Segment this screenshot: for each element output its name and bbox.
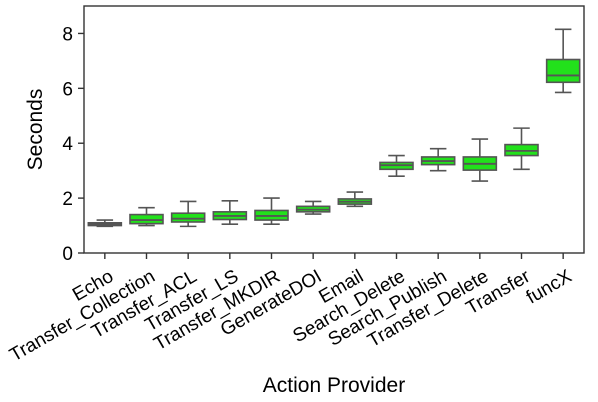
box-iqr bbox=[545, 58, 581, 84]
y-tick-label: 0 bbox=[62, 244, 73, 265]
y-tick-label: 8 bbox=[62, 24, 73, 45]
box-email bbox=[337, 191, 373, 208]
box-transfer-acl bbox=[170, 200, 206, 228]
box-transfer-ls bbox=[212, 200, 248, 225]
plot-frame bbox=[83, 5, 585, 254]
box-funcx bbox=[545, 28, 581, 94]
box-transfer-collection bbox=[129, 206, 164, 227]
box-echo bbox=[87, 219, 123, 228]
box-transfer-mkdir bbox=[254, 197, 289, 225]
y-axis-label: Seconds bbox=[24, 89, 47, 171]
plot-area bbox=[83, 5, 585, 254]
box-iqr bbox=[129, 213, 164, 225]
box-transfer-delete bbox=[462, 138, 498, 182]
y-tick-label: 2 bbox=[62, 189, 73, 210]
box-series bbox=[87, 28, 581, 228]
box-search-publish bbox=[420, 147, 456, 172]
y-axis: 0 2 4 6 8 bbox=[62, 24, 84, 265]
box-generatedoi bbox=[295, 200, 331, 215]
x-axis: EchoTransfer_CollectionTransfer_ACLTrans… bbox=[6, 253, 576, 366]
box-transfer bbox=[504, 127, 539, 171]
y-tick-label: 4 bbox=[62, 134, 73, 155]
box-search-delete bbox=[379, 154, 414, 177]
x-tick-label: funcX bbox=[523, 266, 576, 309]
x-axis-label: Action Provider bbox=[263, 374, 405, 397]
box-iqr bbox=[170, 212, 206, 223]
y-tick-label: 6 bbox=[62, 79, 73, 100]
